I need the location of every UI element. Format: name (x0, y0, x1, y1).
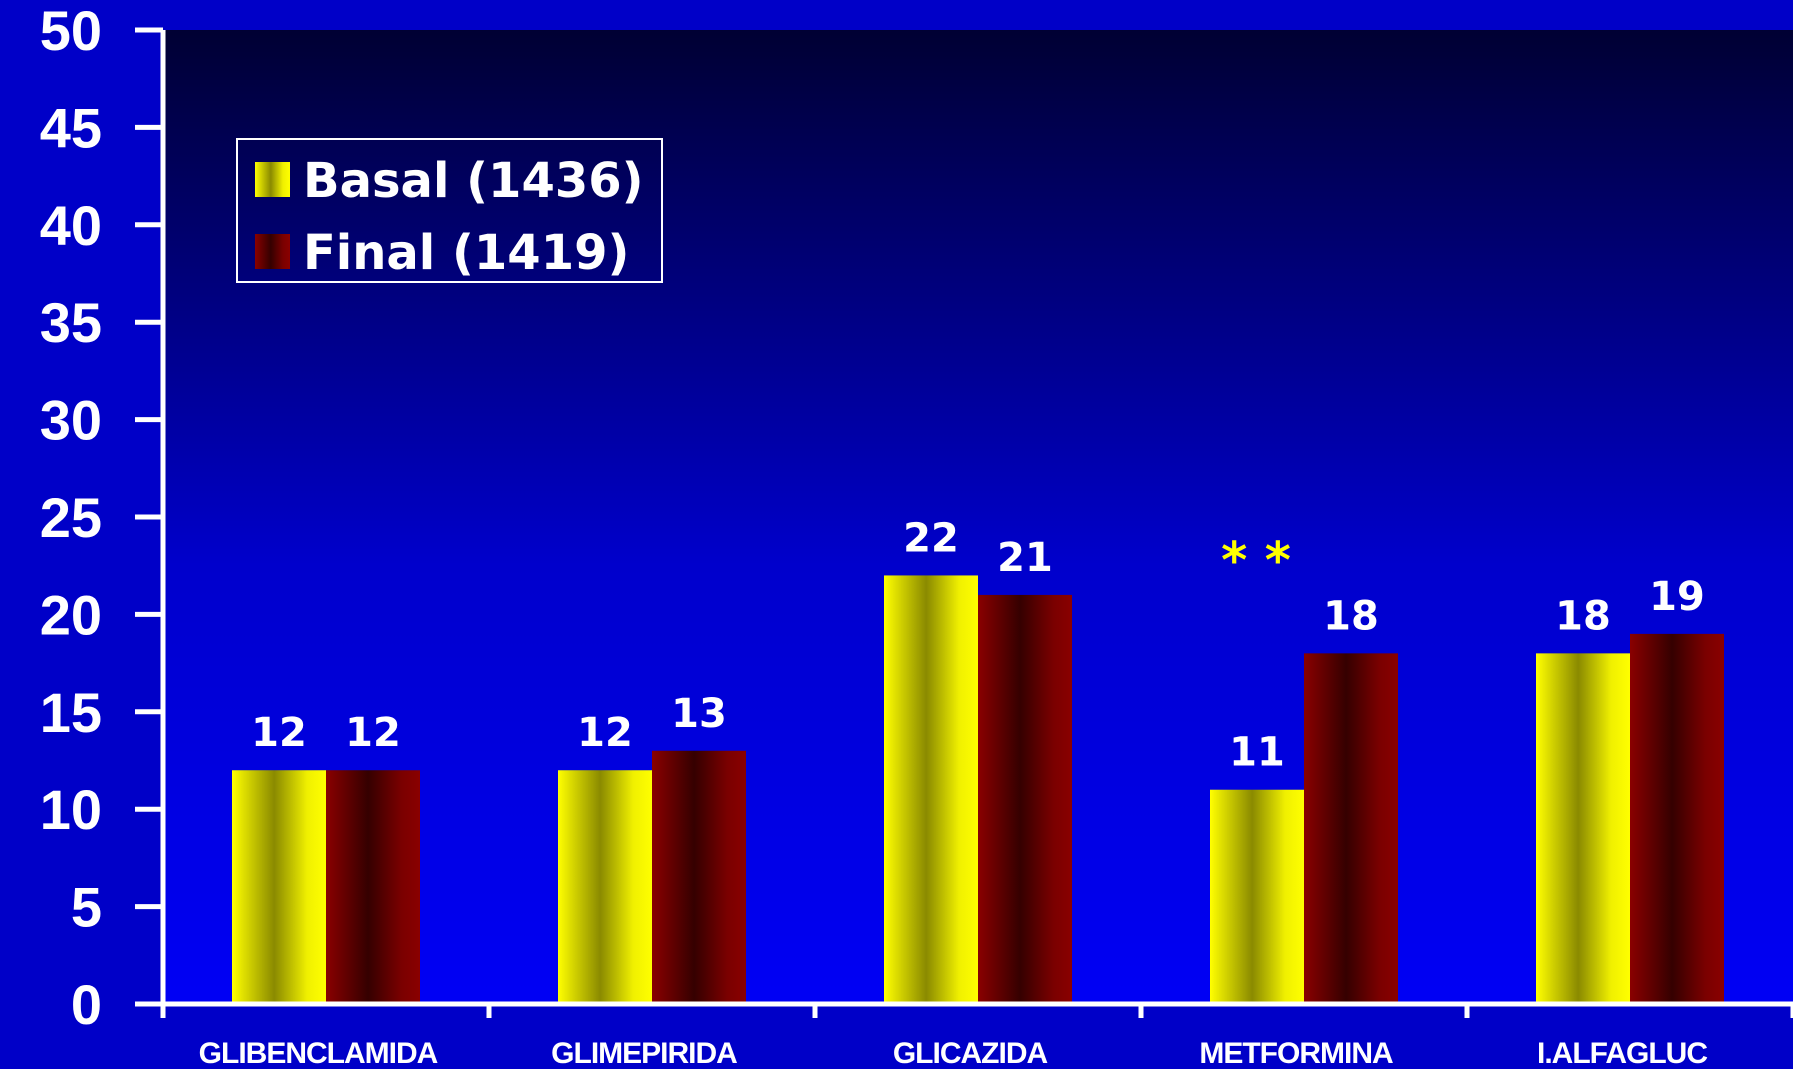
x-category-label: GLICAZIDA (893, 1037, 1048, 1069)
y-tick-label: 45 (40, 96, 102, 159)
data-label: 12 (577, 710, 633, 756)
bar-final-glimepirida (652, 750, 746, 1004)
y-tick-label: 10 (40, 778, 102, 841)
data-label: 12 (251, 710, 307, 756)
y-tick-label: 15 (40, 681, 102, 744)
bar-basal-glicazida (884, 575, 978, 1004)
bar-basal-ialfagluc (1536, 653, 1630, 1004)
bar-basal-glibenclamida (232, 770, 326, 1004)
x-category-label: I.ALFAGLUC (1537, 1037, 1707, 1069)
data-label: 12 (345, 710, 401, 756)
data-label: 22 (903, 515, 959, 561)
x-category-label: GLIBENCLAMIDA (199, 1037, 438, 1069)
legend-swatch-basal (255, 162, 290, 197)
data-label: 11 (1229, 730, 1285, 776)
legend-label-basal: Basal (1436) (303, 153, 644, 209)
bar-final-glibenclamida (326, 770, 420, 1004)
legend-label-final: Final (1419) (303, 225, 629, 281)
data-label: 18 (1323, 593, 1379, 639)
y-tick-label: 0 (71, 973, 102, 1036)
bar-basal-glimepirida (558, 770, 652, 1004)
data-label: 13 (671, 691, 727, 737)
legend-swatch-final (255, 234, 290, 269)
y-tick-label: 35 (40, 291, 102, 354)
bar-final-glicazida (978, 594, 1072, 1004)
data-label: 21 (997, 535, 1053, 581)
data-label: 19 (1649, 574, 1705, 620)
x-category-label: METFORMINA (1199, 1037, 1393, 1069)
x-category-label: GLIMEPIRIDA (551, 1037, 737, 1069)
bar-basal-metformina (1210, 789, 1304, 1004)
legend-box (236, 138, 663, 283)
y-tick-label: 25 (40, 486, 102, 549)
y-tick-label: 5 (71, 876, 102, 939)
y-tick-label: 40 (40, 194, 102, 257)
y-tick-label: 50 (40, 0, 102, 62)
y-tick-label: 20 (40, 583, 102, 646)
y-tick-label: 30 (40, 389, 102, 452)
data-label: 18 (1555, 593, 1611, 639)
bar-final-ialfagluc (1630, 633, 1724, 1004)
legend: Basal (1436) Final (1419) (236, 138, 663, 283)
significance-annotation: * * (1221, 531, 1291, 589)
bar-final-metformina (1304, 653, 1398, 1004)
